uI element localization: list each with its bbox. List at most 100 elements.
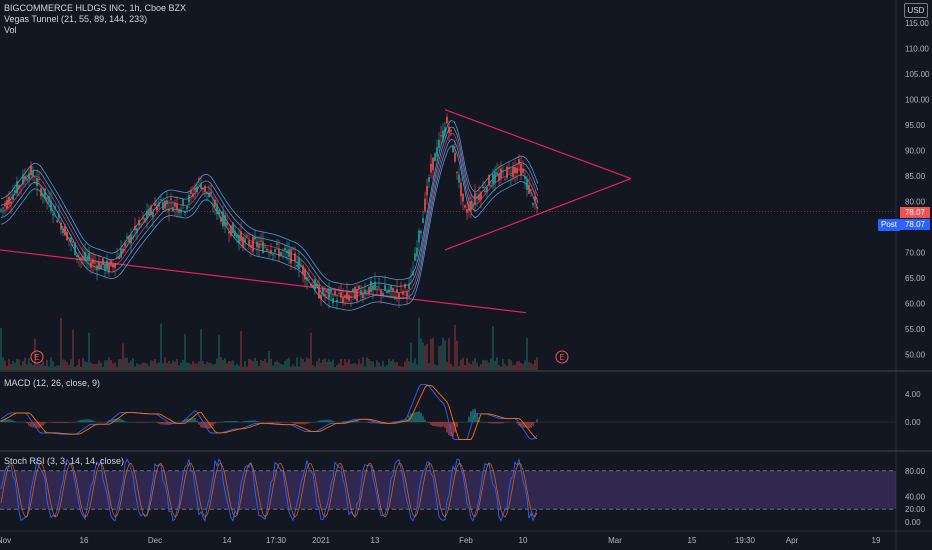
candle-body (280, 252, 282, 256)
candle-body (258, 244, 260, 249)
candle-body (286, 250, 288, 254)
candle-body (390, 285, 392, 291)
volume-bar (310, 332, 312, 370)
candle-body (488, 175, 490, 186)
macd-hist-bar (26, 422, 28, 424)
volume-bar (74, 366, 76, 370)
macd-hist-bar (76, 421, 78, 423)
volume-bar (28, 358, 30, 370)
volume-bar (414, 358, 416, 370)
volume-bar (184, 333, 186, 370)
volume-bar (114, 362, 116, 370)
volume-bar (534, 360, 536, 370)
candle-body (226, 221, 228, 226)
macd-hist-bar (444, 422, 446, 428)
volume-bar (306, 357, 308, 370)
macd-hist-bar (430, 422, 432, 425)
candle-body (220, 217, 222, 222)
candle-body (412, 271, 414, 276)
macd-hist-bar (296, 422, 298, 425)
candle-body (142, 217, 144, 219)
volume-bar (80, 366, 82, 370)
candle-body (530, 189, 532, 191)
candle-body (112, 263, 114, 268)
volume-bar (118, 359, 120, 370)
volume-bar (86, 362, 88, 370)
macd-title[interactable]: MACD (12, 26, close, 9) (4, 378, 101, 388)
volume-bar (370, 360, 372, 370)
candle-body (120, 248, 122, 258)
candle-body (240, 231, 242, 242)
volume-bar (238, 365, 240, 370)
volume-bars (0, 317, 538, 370)
macd-hist-bar (80, 419, 82, 423)
macd-hist-bar (232, 420, 234, 423)
vegas-tunnel-legend[interactable]: Vegas Tunnel (21, 55, 89, 144, 233) (4, 14, 148, 24)
volume-bar (100, 362, 102, 370)
macd-hist-bar (206, 422, 208, 429)
candle-body (182, 199, 184, 206)
candle-body (292, 249, 294, 250)
candle-body (216, 204, 218, 214)
volume-legend[interactable]: Vol (4, 25, 17, 35)
macd-hist-bar (532, 422, 534, 426)
volume-bar (526, 337, 528, 370)
candle-body (298, 258, 300, 270)
macd-hist-bar (30, 422, 32, 427)
volume-bar (354, 363, 356, 370)
volume-bar (510, 360, 512, 370)
macd-hist-bar (474, 408, 476, 423)
candle-body (354, 287, 356, 300)
candle-body (490, 185, 492, 187)
volume-bar (146, 363, 148, 370)
price-tick-label: 100.00 (905, 96, 930, 105)
candle-body (422, 217, 424, 223)
symbol-legend[interactable]: BIGCOMMERCE HLDGS INC, 1h, Cboe BZX Vega… (4, 3, 186, 36)
volume-bar (446, 361, 448, 370)
macd-hist-bar (156, 422, 158, 423)
volume-bar (460, 359, 462, 370)
volume-bar (50, 357, 52, 370)
stoch-rsi-title[interactable]: Stoch RSI (3, 3, 14, 14, close) (4, 456, 125, 466)
volume-bar (84, 361, 86, 370)
candle-body (470, 200, 472, 211)
macd-hist-bar (42, 422, 44, 426)
candle-body (308, 276, 310, 278)
volume-bar (316, 361, 318, 370)
volume-bar (150, 360, 152, 370)
volume-bar (384, 366, 386, 370)
volume-bar (56, 365, 58, 370)
macd-hist-bar (74, 422, 76, 423)
candle-body (436, 147, 438, 157)
volume-bar (362, 357, 364, 370)
volume-bar (120, 358, 122, 370)
volume-bar (504, 363, 506, 370)
volume-bar (376, 360, 378, 370)
candle-body (448, 126, 450, 133)
macd-hist-bar (224, 421, 226, 423)
volume-bar (36, 363, 38, 370)
macd-hist-bar (428, 422, 430, 423)
candle-body (88, 253, 90, 260)
candle-body (376, 286, 378, 288)
candle-body (170, 198, 172, 200)
candle-body (212, 204, 214, 206)
candle-body (78, 256, 80, 258)
volume-bar (408, 361, 410, 370)
macd-hist-bar (226, 421, 228, 423)
volume-bar (208, 362, 210, 370)
macd-hist-bar (252, 420, 254, 423)
macd-hist-bar (298, 422, 300, 425)
currency-badge[interactable]: USD (904, 3, 928, 18)
candle-body (236, 234, 238, 238)
candle-body (288, 249, 290, 257)
macd-hist-bar (84, 419, 86, 423)
macd-hist-bar (500, 422, 502, 424)
candle-body (482, 186, 484, 189)
macd-hist-bar (168, 422, 170, 426)
macd-hist-bar (322, 420, 324, 423)
stoch-d-line (0, 462, 538, 518)
candle-body (14, 190, 16, 193)
candle-body (348, 294, 350, 301)
